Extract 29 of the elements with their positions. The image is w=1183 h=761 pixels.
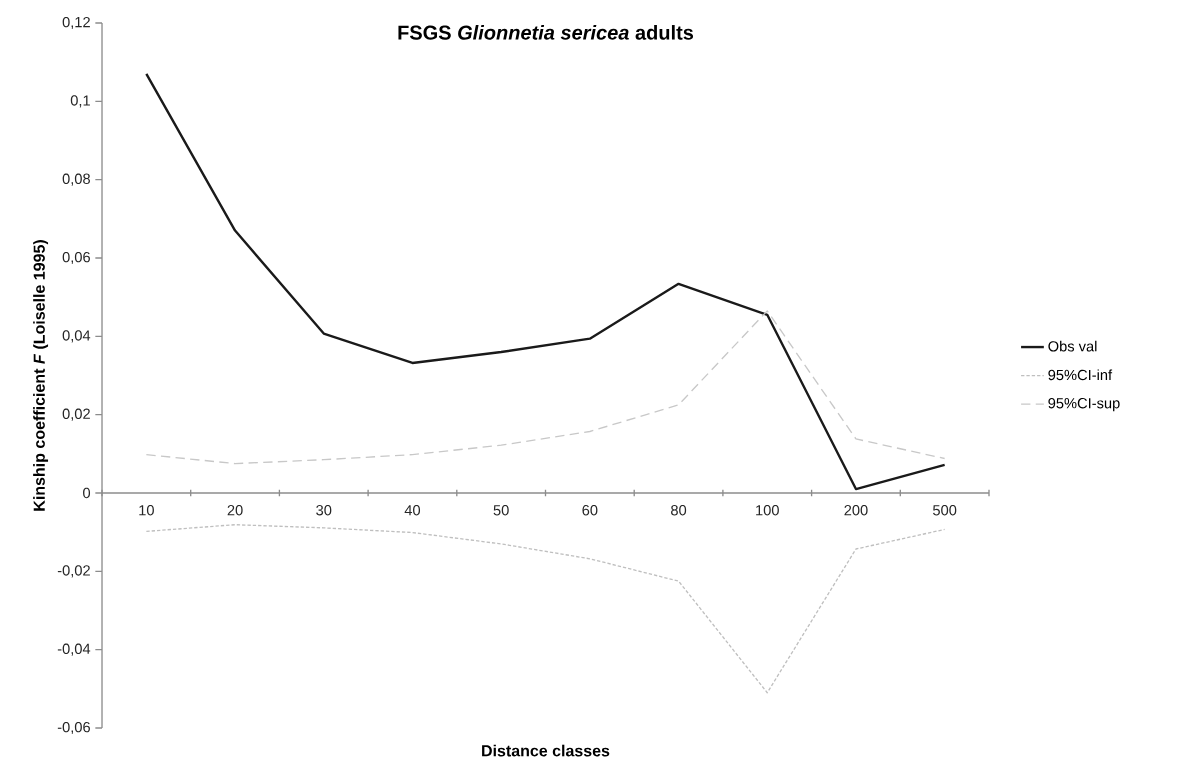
y-tick-label: -0,06 bbox=[57, 721, 90, 735]
y-tick-label: 0,02 bbox=[62, 408, 90, 421]
x-tick-label: 40 bbox=[404, 505, 421, 516]
line-series bbox=[145, 72, 946, 491]
y-tick-label: -0,02 bbox=[57, 565, 90, 578]
x-tick-label: 80 bbox=[671, 505, 687, 516]
y-tick-label: -0,04 bbox=[57, 643, 91, 656]
legend-label: Obs val bbox=[1048, 340, 1097, 352]
y-axis-title: Kinship coefficient F (Loiselle 1995) bbox=[33, 240, 49, 511]
x-tick-label: 10 bbox=[139, 505, 154, 516]
y-tick-label: 0 bbox=[83, 487, 91, 499]
x-tick-label: 200 bbox=[844, 505, 868, 516]
x-tick-label: 60 bbox=[582, 505, 598, 516]
line-series bbox=[145, 310, 946, 465]
x-tick-label: 50 bbox=[493, 505, 509, 516]
x-axis-title: Distance classes bbox=[482, 744, 610, 757]
y-tick-label: 0,08 bbox=[62, 173, 90, 186]
chart-title: FSGS Glionnetia sericea adults bbox=[398, 25, 694, 40]
x-tick-label: 20 bbox=[227, 505, 243, 516]
x-tick-label: 30 bbox=[316, 505, 332, 516]
legend-label: 95%CI-sup bbox=[1048, 398, 1120, 412]
line-series bbox=[145, 524, 946, 694]
legend-label: 95%CI-inf bbox=[1048, 369, 1113, 381]
x-tick-label: 500 bbox=[933, 505, 957, 516]
x-tick-label: 100 bbox=[756, 505, 779, 516]
y-tick-label: 0,12 bbox=[62, 17, 90, 30]
y-tick-label: 0,04 bbox=[62, 330, 91, 343]
y-tick-label: 0,1 bbox=[70, 95, 90, 108]
y-tick-label: 0,06 bbox=[62, 252, 90, 265]
